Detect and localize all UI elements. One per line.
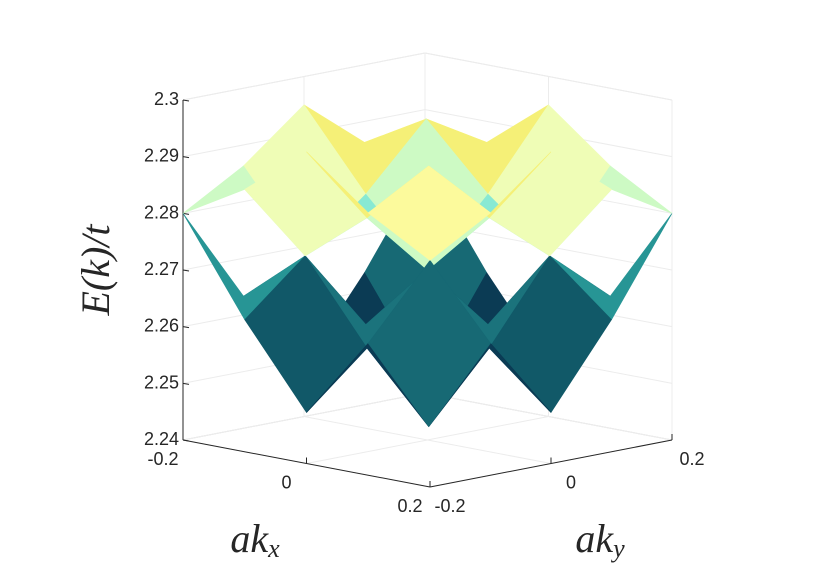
z-tick-label: 2.28 [144, 202, 179, 222]
x-axis-label: akx [230, 516, 280, 563]
z-tick-label: 2.3 [154, 89, 179, 109]
z-tick [182, 212, 190, 215]
surface-patch [244, 255, 368, 413]
z-tick [182, 156, 190, 159]
y-axis-label: aky [575, 516, 625, 563]
z-tick [182, 382, 190, 385]
grid-line [424, 392, 673, 441]
x-tick-label: -0.2 [147, 449, 178, 469]
surface-patch [488, 255, 612, 413]
y-tick-label: 0.2 [679, 449, 704, 469]
z-tick [182, 439, 190, 442]
z-tick-label: 2.27 [144, 259, 179, 279]
x-tick-label: 0.2 [397, 496, 422, 516]
z-tick-label: 2.24 [144, 429, 179, 449]
z-tick [182, 326, 190, 329]
z-tick-label: 2.26 [144, 315, 179, 335]
grid-line [303, 416, 552, 464]
z-tick [182, 99, 190, 102]
y-tick-label: 0 [566, 472, 576, 492]
x-tick-label: 0 [281, 472, 291, 492]
surface-patch [367, 259, 491, 428]
z-tick-label: 2.29 [144, 145, 179, 165]
surface-patch [367, 165, 491, 261]
z-tick [182, 269, 190, 272]
y-tick-label: -0.2 [434, 496, 465, 516]
z-axis-label: E(k)/t [73, 224, 118, 317]
z-tick-label: 2.25 [144, 372, 179, 392]
